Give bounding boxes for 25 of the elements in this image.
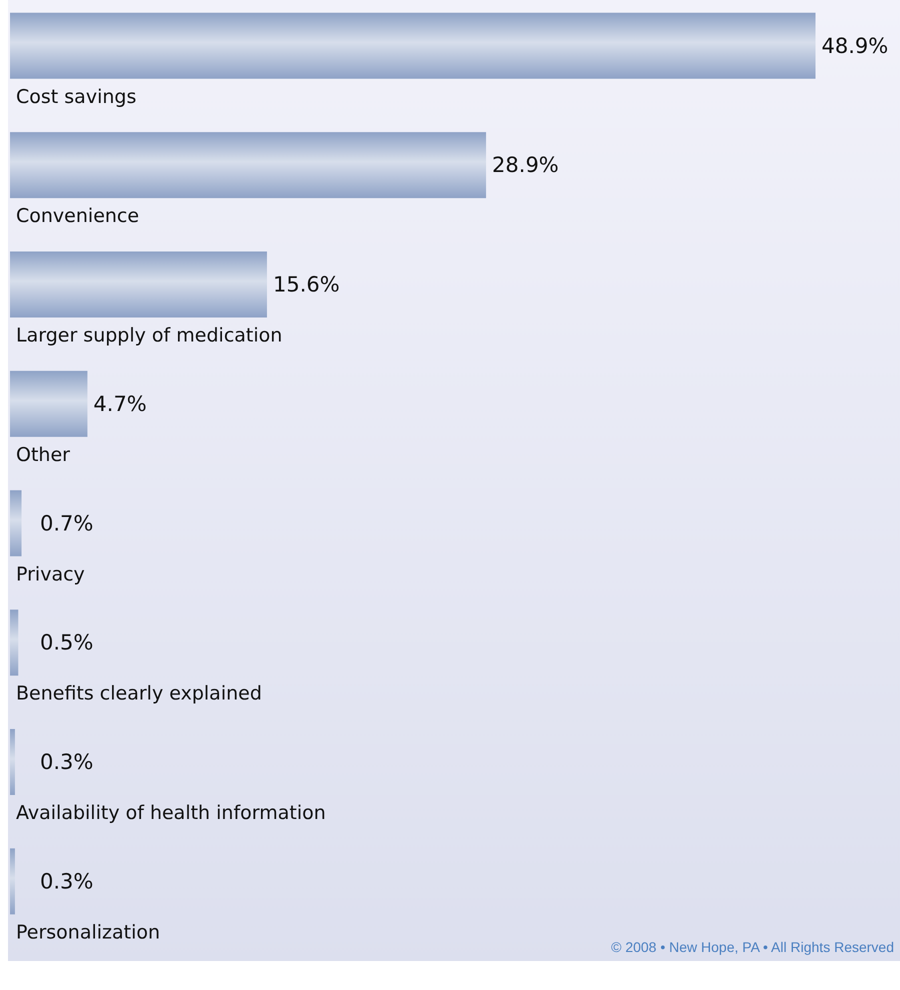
annotation: © 2008 • New Hope, PA • All Rights Reserved (611, 939, 894, 955)
bar (10, 490, 22, 556)
y-tick-label: Availability of health information (16, 802, 326, 824)
y-tick-label: Privacy (16, 563, 85, 586)
y-tick-label: Convenience (16, 205, 140, 228)
y-tick-label: Other (16, 444, 70, 466)
bar (10, 729, 15, 796)
bar (10, 370, 88, 437)
bar (10, 848, 15, 914)
bar (10, 252, 267, 318)
y-tick-label: Personalization (16, 921, 160, 944)
bar (10, 610, 18, 676)
data-label: 0.3% (40, 869, 94, 894)
bar (10, 12, 816, 79)
data-label: 48.9% (822, 34, 888, 58)
data-label: 15.6% (272, 272, 340, 297)
y-tick-label: Larger supply of medication (16, 324, 282, 347)
data-label: 0.3% (40, 750, 94, 774)
data-label: 28.9% (492, 153, 559, 178)
y-tick-label: Benefits clearly explained (16, 682, 262, 705)
data-label: 4.7% (93, 392, 147, 416)
data-label: 0.7% (40, 511, 94, 536)
y-tick-label: Cost savings (16, 86, 136, 108)
bar (10, 132, 486, 198)
data-label: 0.5% (40, 630, 94, 655)
